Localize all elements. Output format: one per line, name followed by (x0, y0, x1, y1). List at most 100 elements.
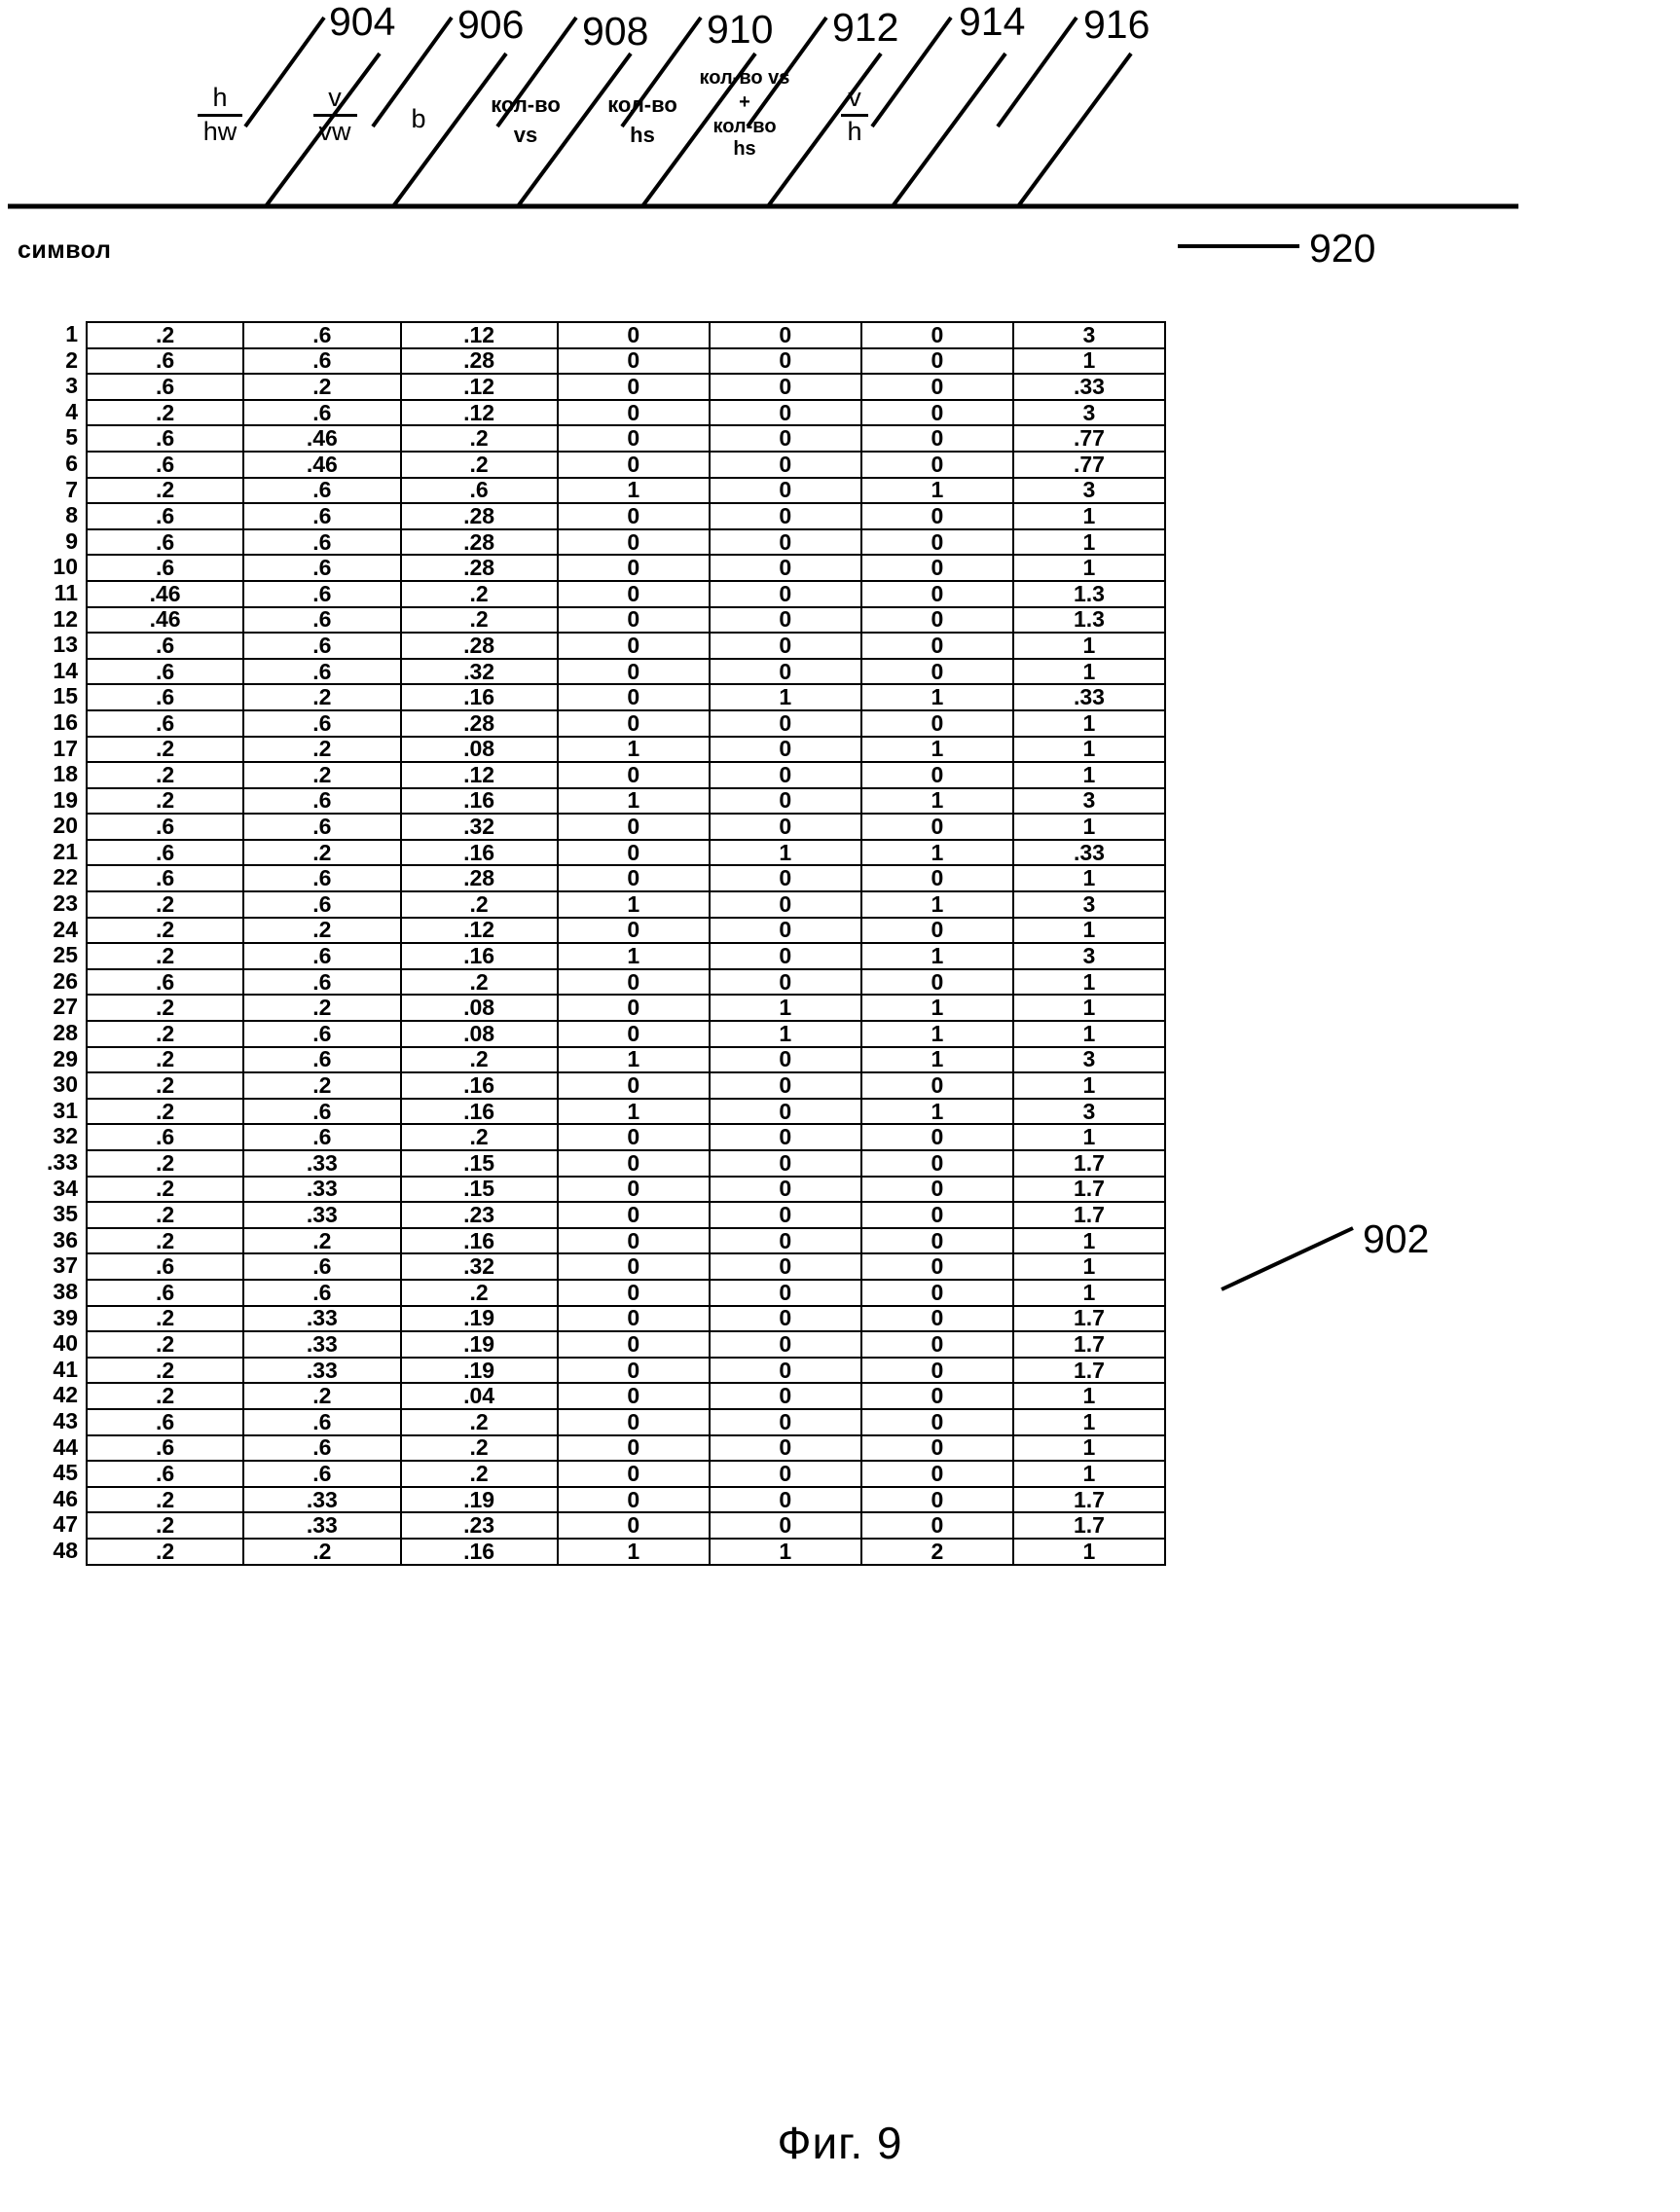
h-over-hw-numerator: h (198, 84, 243, 111)
table-row: .2.6.161013 (87, 788, 1165, 815)
table-cell: 0 (861, 710, 1013, 737)
table-cell: .2 (87, 1099, 243, 1125)
row-number: 29 (29, 1046, 82, 1072)
table-row: .2.2.160001 (87, 1072, 1165, 1099)
row-number: 1 (29, 321, 82, 347)
symbol-column-label: символ (18, 236, 111, 265)
table-cell: .2 (87, 1539, 243, 1565)
table-cell: 0 (558, 1487, 710, 1513)
table-cell: .33 (243, 1150, 400, 1177)
table-row: .6.46.2000.77 (87, 425, 1165, 452)
table-cell: 1 (861, 1099, 1013, 1125)
table-row: .2.6.080111 (87, 1021, 1165, 1047)
table-cell: .2 (87, 478, 243, 504)
v-over-h-denominator: h (841, 118, 867, 145)
table-cell: .2 (87, 1358, 243, 1384)
table-cell: 0 (861, 529, 1013, 556)
table-cell: .6 (87, 633, 243, 659)
table-cell: 0 (558, 374, 710, 400)
table-cell: .33 (243, 1358, 400, 1384)
table-cell: 1 (861, 840, 1013, 866)
table-cell: 0 (710, 1383, 861, 1409)
table-cell: 0 (558, 633, 710, 659)
row-number: 42 (29, 1382, 82, 1408)
table-cell: 0 (710, 1280, 861, 1306)
table-cell: 0 (710, 1358, 861, 1384)
table-cell: 0 (710, 1047, 861, 1073)
table-cell: 1 (1013, 1280, 1165, 1306)
reference-numeral-908: 908 (582, 12, 648, 52)
table-cell: 1 (1013, 1124, 1165, 1150)
table-cell: 0 (558, 1253, 710, 1280)
table-cell: .23 (401, 1202, 558, 1228)
table-row: .46.6.20001.3 (87, 581, 1165, 607)
table-cell: .6 (243, 1409, 400, 1435)
table-cell: .6 (87, 425, 243, 452)
table-cell: 1 (861, 788, 1013, 815)
table-cell: .33 (243, 1202, 400, 1228)
table-cell: .23 (401, 1512, 558, 1539)
table-cell: .2 (243, 762, 400, 788)
table-cell: 0 (861, 1409, 1013, 1435)
table-cell: .2 (87, 322, 243, 348)
table-cell: .6 (87, 1124, 243, 1150)
table-row: .2.2.161121 (87, 1539, 1165, 1565)
row-number: 35 (29, 1201, 82, 1227)
row-number: 13 (29, 632, 82, 658)
table-cell: 0 (710, 891, 861, 918)
table-cell: .33 (1013, 374, 1165, 400)
table-cell: 1 (1013, 503, 1165, 529)
table-cell: 0 (558, 607, 710, 634)
table-cell: .6 (243, 659, 400, 685)
table-cell: 0 (558, 1512, 710, 1539)
table-cell: 0 (710, 969, 861, 996)
table-cell: .46 (243, 452, 400, 478)
table-cell: .32 (401, 814, 558, 840)
row-number: 10 (29, 554, 82, 580)
table-row: .6.2.16011.33 (87, 684, 1165, 710)
table-row: .6.6.320001 (87, 659, 1165, 685)
table-cell: 0 (710, 1202, 861, 1228)
table-cell: 1.3 (1013, 581, 1165, 607)
table-row: .6.6.20001 (87, 1435, 1165, 1462)
table-cell: 0 (710, 322, 861, 348)
table-cell: 1.3 (1013, 607, 1165, 634)
column-header-b: b (387, 105, 450, 132)
table-cell: 1.7 (1013, 1487, 1165, 1513)
table-cell: .6 (243, 581, 400, 607)
table-cell: 2 (861, 1539, 1013, 1565)
table-cell: 1 (558, 1047, 710, 1073)
h-over-hw-denominator: hw (198, 118, 243, 145)
table-cell: 0 (861, 1358, 1013, 1384)
table-cell: 0 (861, 762, 1013, 788)
table-cell: .6 (87, 555, 243, 581)
table-cell: 0 (710, 529, 861, 556)
table-cell: .15 (401, 1150, 558, 1177)
table-cell: .6 (243, 529, 400, 556)
table-cell: 1 (1013, 995, 1165, 1021)
kolvo-sum-line3: кол-во (681, 117, 808, 137)
table-cell: .04 (401, 1383, 558, 1409)
table-cell: 0 (710, 452, 861, 478)
table-cell: 1 (710, 1021, 861, 1047)
table-cell: 0 (710, 659, 861, 685)
table-cell: 1 (1013, 1435, 1165, 1462)
table-cell: .2 (87, 1177, 243, 1203)
table-cell: .16 (401, 684, 558, 710)
table-cell: .33 (1013, 840, 1165, 866)
table-cell: .6 (243, 555, 400, 581)
table-cell: 0 (558, 762, 710, 788)
row-number: 12 (29, 606, 82, 633)
table-cell: .6 (243, 322, 400, 348)
table-cell: 1 (1013, 1072, 1165, 1099)
table-cell: 0 (558, 1331, 710, 1358)
table-cell: 1 (861, 684, 1013, 710)
table-row: .2.33.190001.7 (87, 1358, 1165, 1384)
table-row: .6.6.280001 (87, 348, 1165, 375)
row-number: 3 (29, 373, 82, 399)
row-number: 27 (29, 994, 82, 1020)
table-cell: .6 (243, 1021, 400, 1047)
table-cell: 1 (558, 788, 710, 815)
row-number: 26 (29, 968, 82, 995)
column-header-kolvo-vs-plus-kolvo-hs: кол-во vs + кол-во hs (681, 68, 808, 160)
